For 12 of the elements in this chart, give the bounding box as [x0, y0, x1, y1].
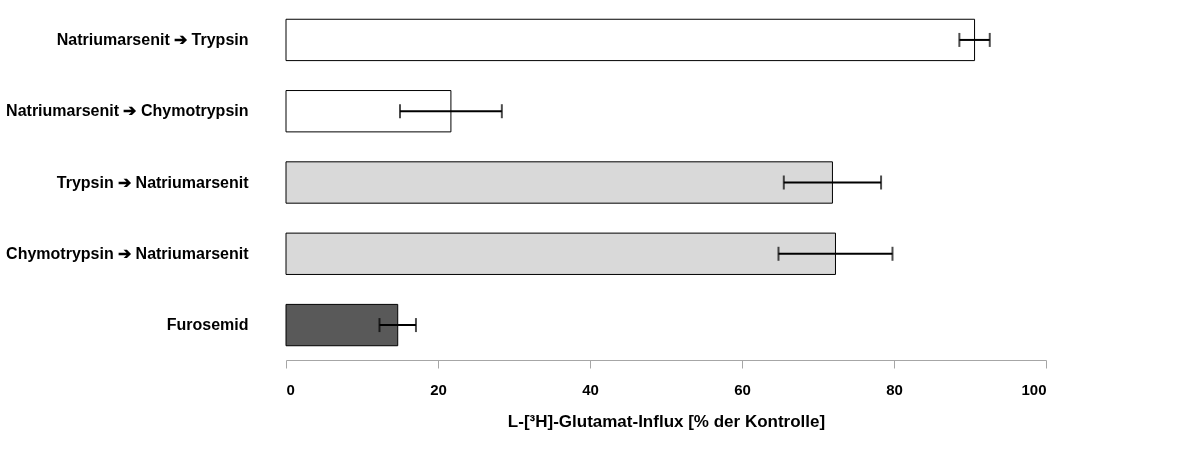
x-tick-label: 100 [1021, 380, 1047, 398]
y-tick-label: Natriumarsenit ➔ Trypsin [56, 30, 249, 48]
x-axis-title: L-[³H]-Glutamat-Influx [% der Kontrolle] [507, 411, 826, 431]
x-tick-label: 0 [286, 380, 295, 398]
y-tick-label: Natriumarsenit ➔ Chymotrypsin [6, 102, 249, 120]
x-tick-label: 20 [430, 380, 447, 398]
y-tick-label: Chymotrypsin ➔ Natriumarsenit [6, 244, 250, 262]
x-tick-label: 40 [582, 380, 599, 398]
x-tick-label: 60 [734, 380, 751, 398]
x-tick-label: 80 [886, 380, 903, 398]
y-tick-label: Furosemid [166, 316, 249, 334]
y-tick-label: Trypsin ➔ Natriumarsenit [56, 173, 250, 191]
